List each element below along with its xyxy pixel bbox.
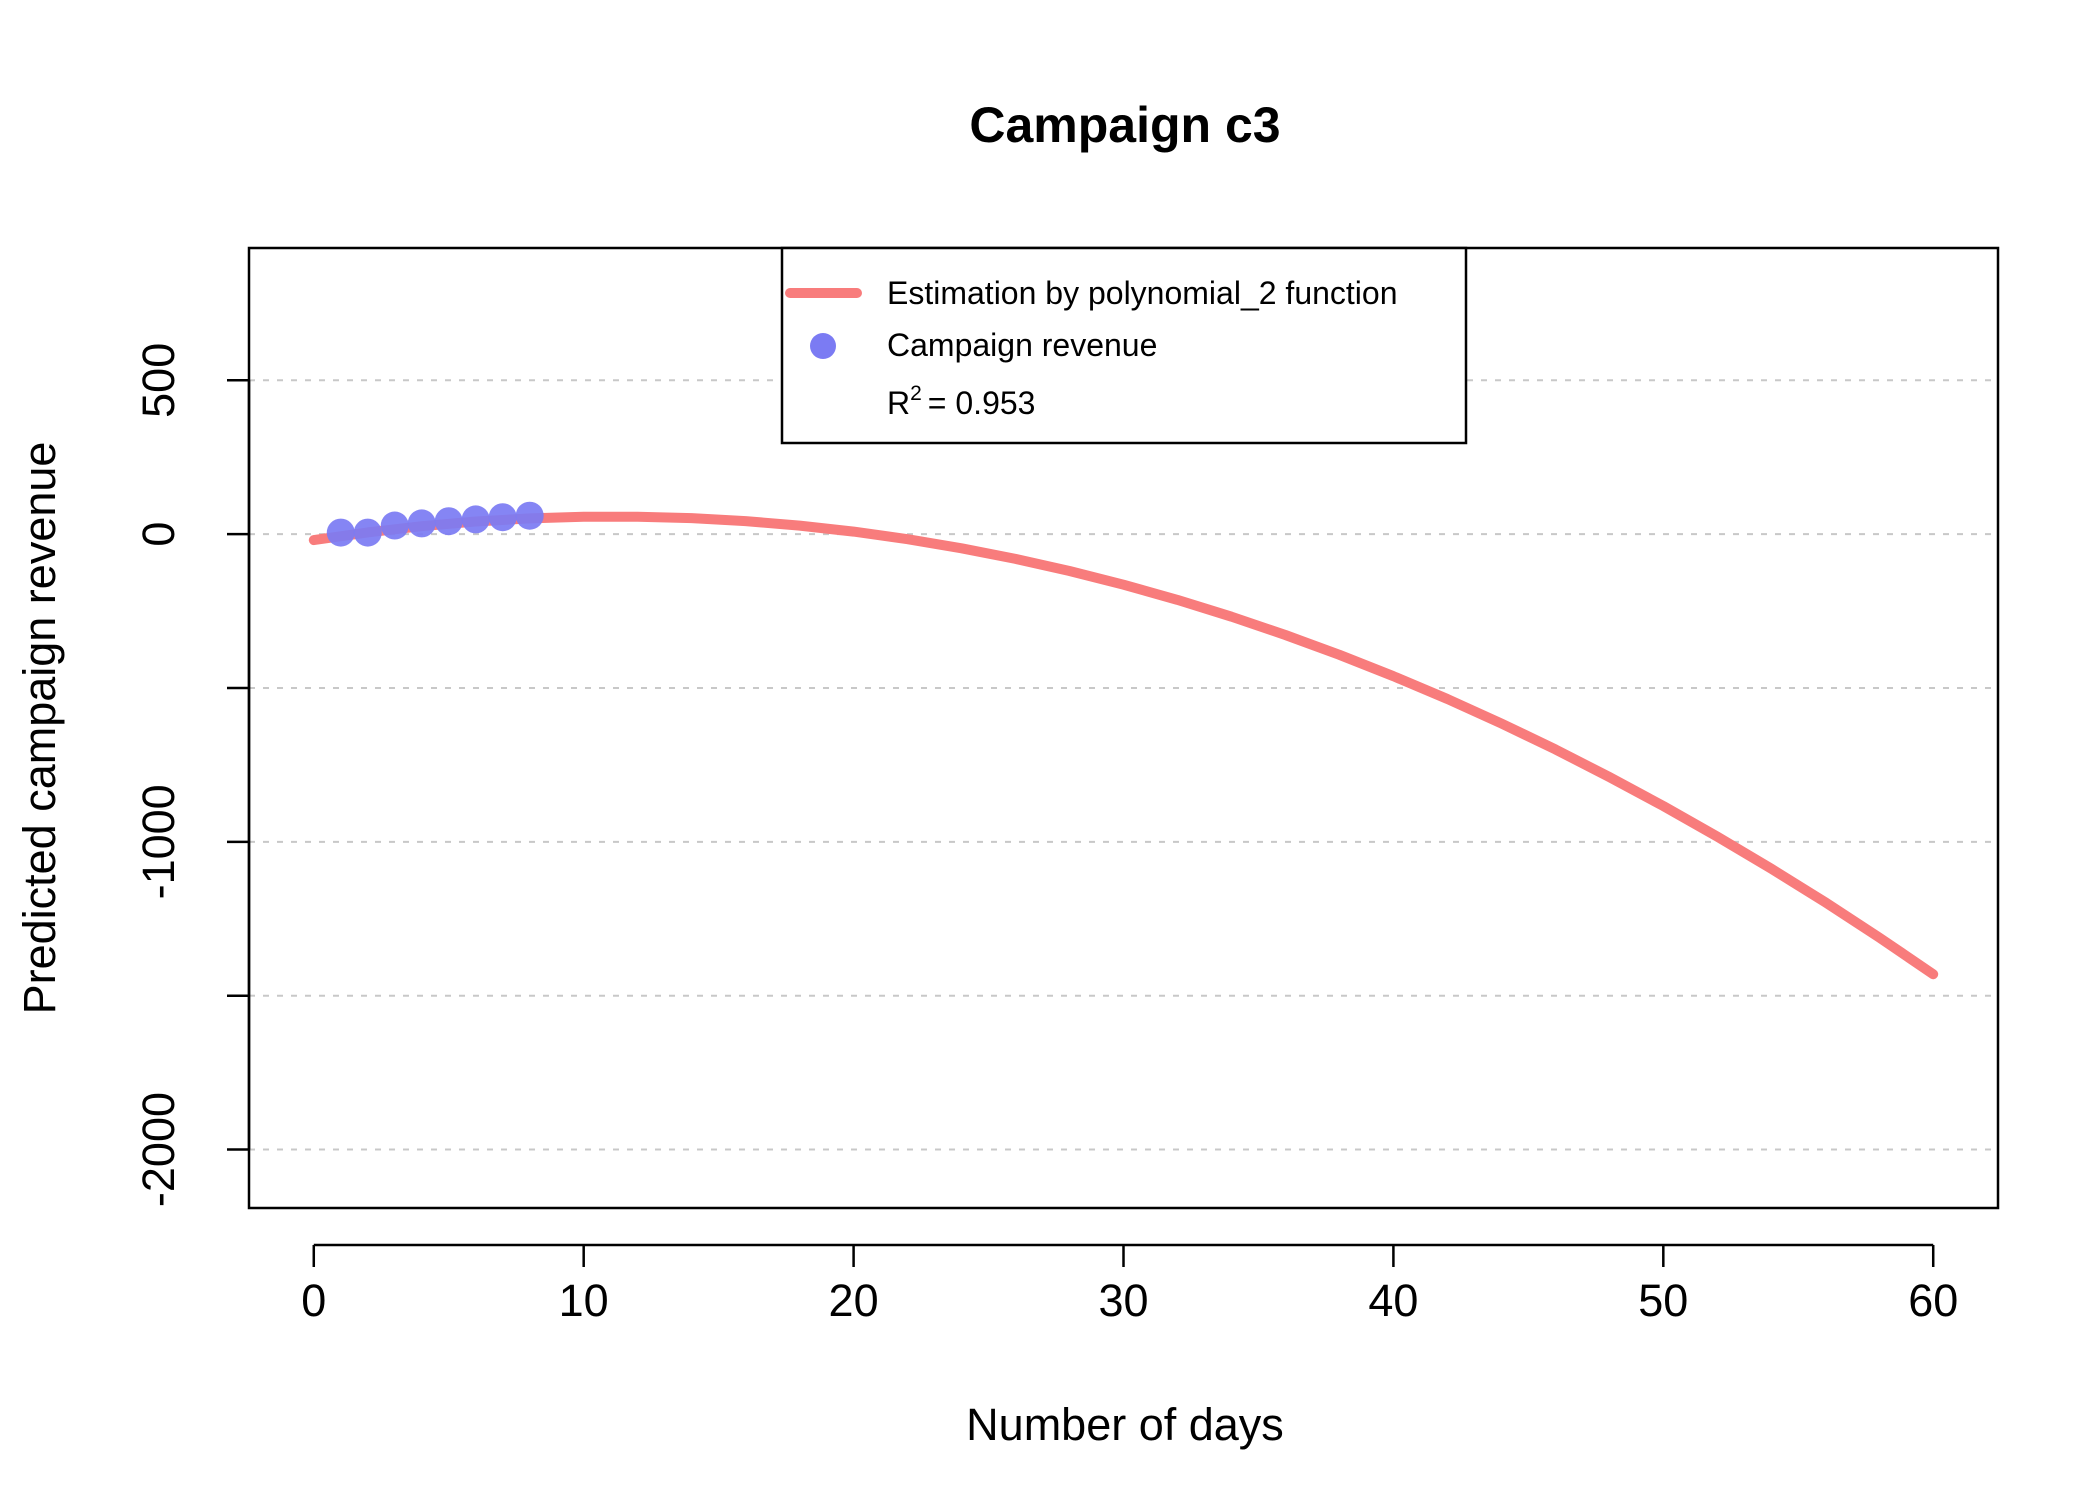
legend-point-swatch xyxy=(810,333,836,359)
x-tick-label: 0 xyxy=(301,1275,326,1326)
scatter-points xyxy=(326,501,544,547)
x-axis-title: Number of days xyxy=(966,1399,1284,1450)
x-tick-label: 20 xyxy=(829,1275,879,1326)
legend-r2-symbol: R xyxy=(887,385,910,421)
legend-r2: R2 = 0.953 xyxy=(887,382,1035,421)
legend: Estimation by polynomial_2 function Camp… xyxy=(780,246,1468,445)
data-point xyxy=(326,518,355,547)
x-axis: 0 10 20 30 40 50 60 xyxy=(301,1243,1958,1326)
data-point xyxy=(461,505,490,534)
fit-line-layer xyxy=(308,511,1939,980)
chart-title: Campaign c3 xyxy=(969,97,1280,153)
series-line xyxy=(308,511,1939,980)
y-tick-label: 500 xyxy=(133,343,184,418)
x-tick-label: 50 xyxy=(1638,1275,1688,1326)
data-point xyxy=(488,503,517,532)
x-tick-label: 30 xyxy=(1098,1275,1148,1326)
y-tick-label: -2000 xyxy=(133,1092,184,1207)
x-tick-label: 40 xyxy=(1368,1275,1418,1326)
y-tick-label: -1000 xyxy=(133,784,184,899)
legend-r2-superscript: 2 xyxy=(910,382,922,405)
data-point xyxy=(515,501,544,530)
data-point xyxy=(353,518,382,547)
legend-r2-value: = 0.953 xyxy=(928,385,1036,421)
legend-point-label: Campaign revenue xyxy=(887,327,1157,363)
grid-lines xyxy=(249,379,1998,1151)
y-axis: -2000 -1000 0 500 xyxy=(133,343,251,1207)
x-tick-label: 10 xyxy=(559,1275,609,1326)
data-point xyxy=(407,509,436,538)
data-point xyxy=(380,511,409,540)
legend-box xyxy=(780,246,1468,445)
x-tick-label: 60 xyxy=(1908,1275,1958,1326)
data-point xyxy=(434,507,463,536)
y-tick-label: 0 xyxy=(133,522,184,547)
y-axis-title: Predicted campaign revenue xyxy=(14,442,65,1015)
legend-line-label: Estimation by polynomial_2 function xyxy=(887,275,1398,311)
